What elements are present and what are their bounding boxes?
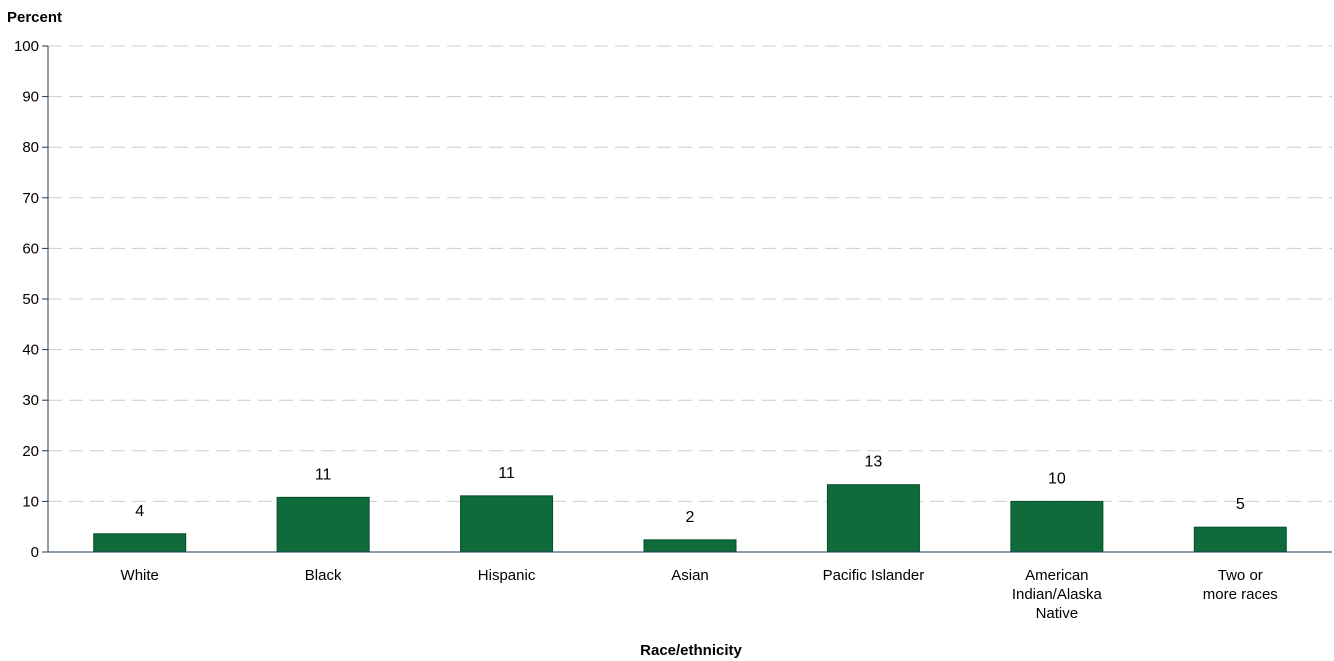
bar: [826, 484, 920, 553]
x-category-label-line: Black: [305, 567, 342, 584]
x-category-label-line: Hispanic: [478, 567, 536, 584]
x-category-label: American Indian/Alaska Native: [1012, 567, 1103, 622]
x-axis-category-labels: White Black Hispanic Asian Pacific Islander A…: [121, 567, 1278, 622]
y-tick-label: 70: [22, 190, 39, 207]
bar: [1193, 526, 1287, 553]
y-tick-label: 40: [22, 342, 39, 359]
bar-value-label: 11: [315, 466, 332, 483]
x-category-label-line: Indian/Alaska: [1012, 586, 1103, 603]
x-category-label-line: Native: [1036, 605, 1079, 622]
x-category-label: White: [121, 567, 159, 584]
y-tick-label: 20: [22, 443, 39, 460]
bar-value-label: 2: [686, 509, 695, 526]
x-category-label-line: Asian: [671, 567, 709, 584]
x-category-label: Two or more races: [1203, 567, 1278, 603]
bar-value-label: 10: [1048, 470, 1066, 487]
x-category-label-line: Pacific Islander: [823, 567, 925, 584]
x-category-label-line: more races: [1203, 586, 1278, 603]
bars: [93, 484, 1287, 553]
y-tick-label: 50: [22, 291, 39, 308]
bar-value-labels: 4 11 11 2 13 10 5: [135, 454, 1245, 526]
y-tick-label: 0: [31, 544, 39, 561]
x-category-label: Black: [305, 567, 342, 584]
y-axis-ticks: 0 10 20 30 40 50 60 70 80 90 100: [14, 38, 48, 561]
y-tick-label: 10: [22, 493, 39, 510]
bar-value-label: 5: [1236, 496, 1245, 513]
bar-value-label: 13: [865, 454, 883, 471]
y-tick-label: 90: [22, 89, 39, 106]
y-tick-label: 80: [22, 139, 39, 156]
x-category-label-line: Two or: [1218, 567, 1263, 584]
x-category-label: Pacific Islander: [823, 567, 925, 584]
bar-value-label: 4: [135, 503, 144, 520]
x-category-label-line: American: [1025, 567, 1088, 584]
bar-value-label: 11: [498, 465, 515, 482]
gridlines: [48, 45, 1332, 502]
bar: [1010, 500, 1104, 553]
bar: [643, 539, 737, 553]
x-category-label-line: White: [121, 567, 159, 584]
x-axis-title: Race/ethnicity: [640, 642, 742, 659]
y-tick-label: 30: [22, 392, 39, 409]
x-category-label: Hispanic: [478, 567, 536, 584]
bar: [460, 495, 554, 553]
x-category-label: Asian: [671, 567, 709, 584]
y-tick-label: 60: [22, 240, 39, 257]
bar: [93, 533, 187, 553]
y-axis-title: Percent: [7, 9, 62, 26]
y-tick-label: 100: [14, 38, 39, 55]
bar: [276, 496, 370, 553]
